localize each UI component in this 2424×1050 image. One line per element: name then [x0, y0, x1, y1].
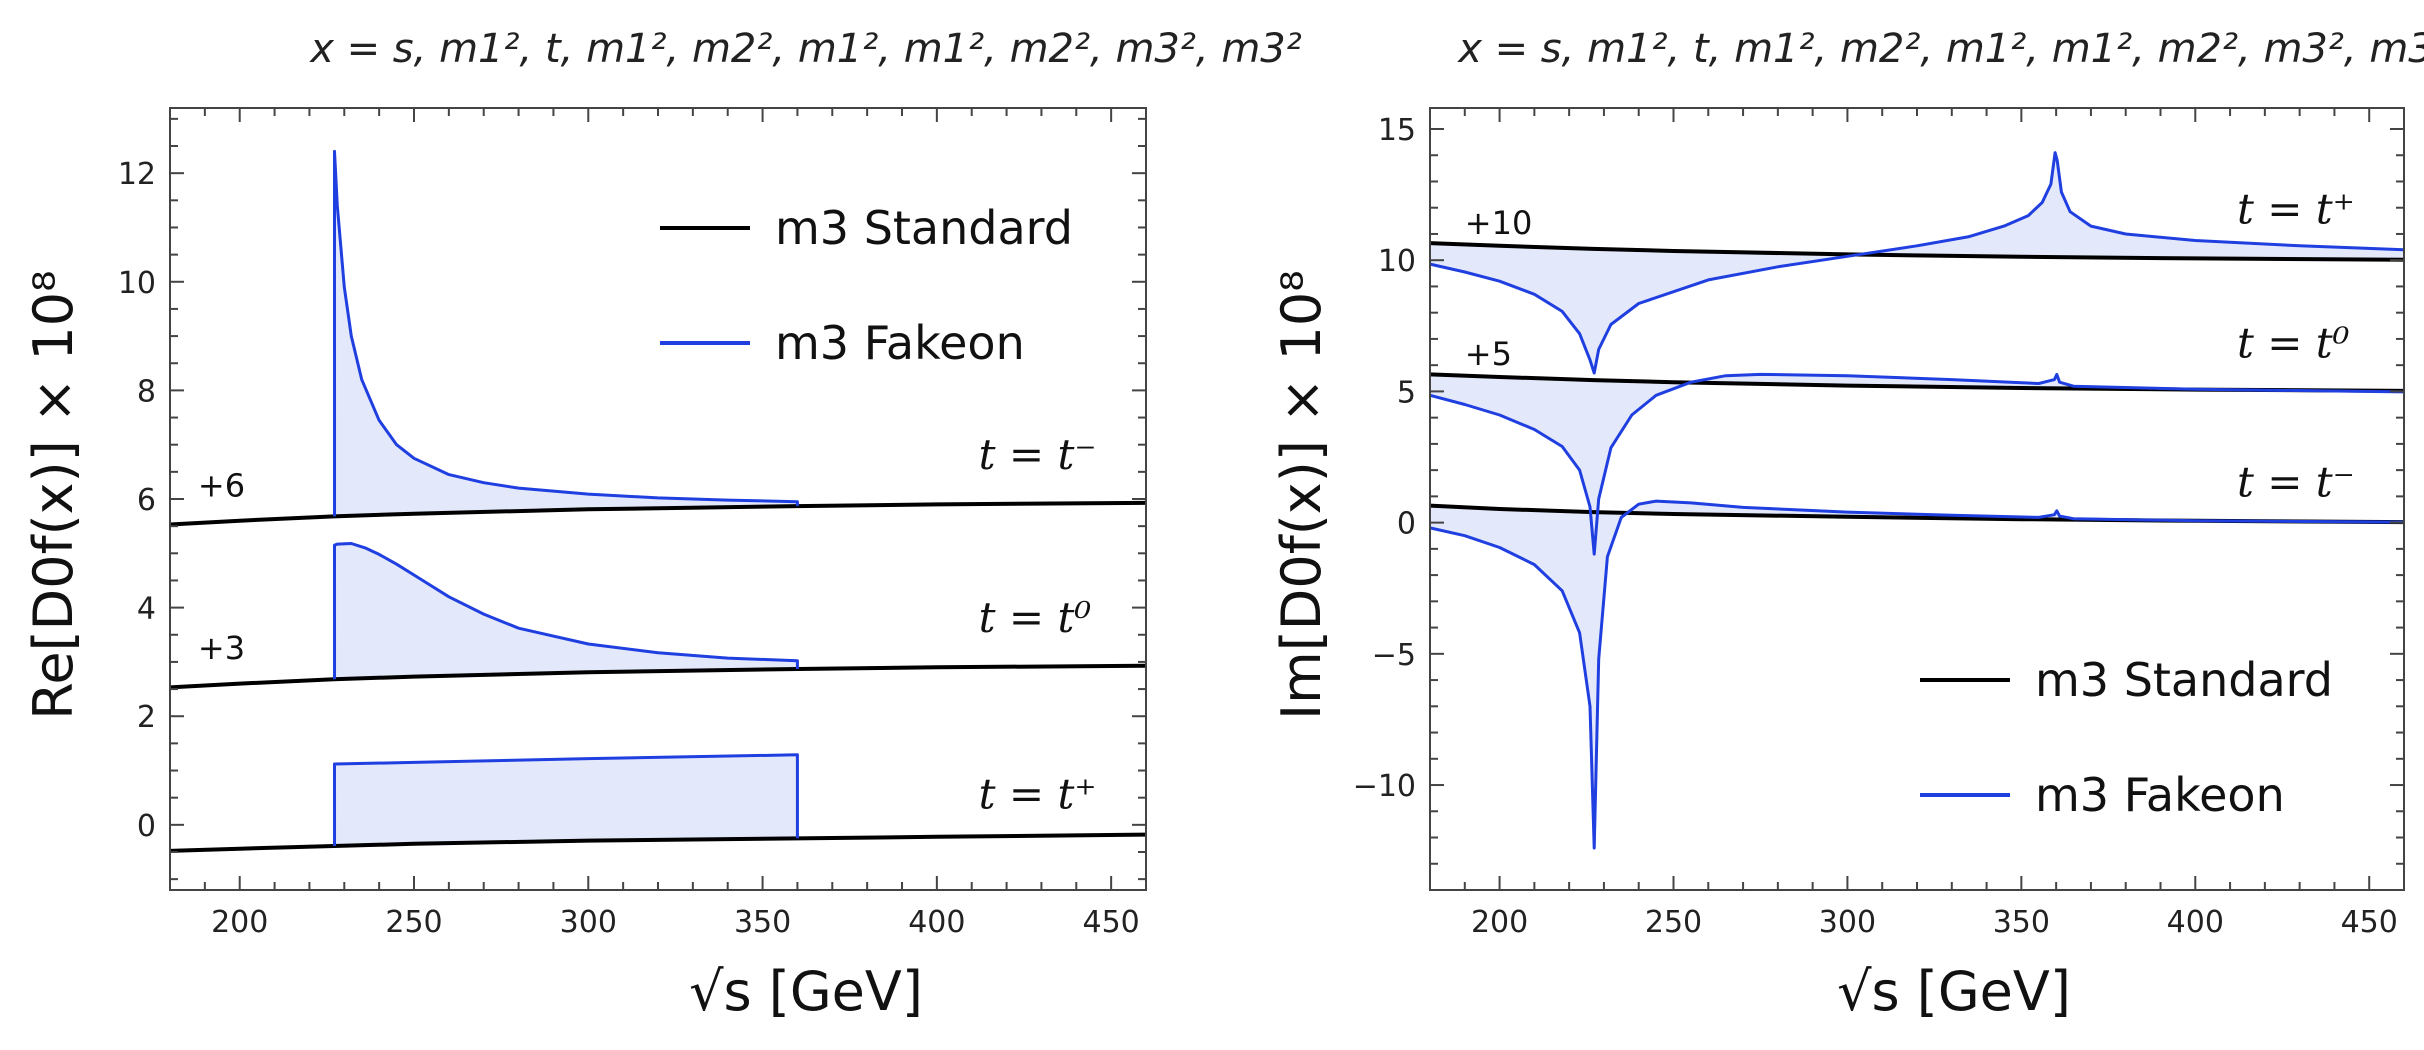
re-series-m3-fakeon-t-t	[333, 753, 799, 846]
re-y-tick-label: 12	[118, 157, 156, 192]
re-curve-label: t = t⁻	[979, 430, 1097, 479]
im-offset-label: +5	[1465, 335, 1512, 373]
im-y-tick-label: 5	[1397, 375, 1416, 410]
im-y-tick-label: 10	[1378, 244, 1416, 279]
re-legend-label: m3 Standard	[775, 201, 1073, 255]
im-fill-m3-fakeon-t-t	[1430, 501, 2404, 849]
re-y-tick-label: 8	[137, 374, 156, 409]
re-y-tick-label: 0	[137, 809, 156, 844]
im-series-m3-fakeon-t-t-5	[1429, 372, 2405, 556]
im-x-axis-label: √s [GeV]	[1837, 960, 2071, 1023]
re-series-m3-standard-t-t	[169, 832, 1147, 853]
re-x-tick-label: 350	[734, 905, 791, 940]
im-y-axis-label: Im[D0f(x)] × 10⁸	[1270, 270, 1333, 720]
re-offset-label: +6	[198, 466, 245, 504]
im-curve-label: t = t⁺	[2237, 184, 2355, 233]
re-y-tick-label: 2	[137, 700, 156, 735]
re-x-tick-label: 450	[1083, 905, 1140, 940]
im-y-tick-label: 15	[1378, 113, 1416, 148]
re-series-m3-standard-t-t-3	[169, 663, 1147, 690]
im-fill-m3-fakeon-t-t-10	[1430, 152, 2404, 374]
im-legend-label: m3 Fakeon	[2035, 768, 2285, 822]
re-y-tick-label: 4	[137, 592, 156, 627]
im-x-tick-label: 400	[2167, 905, 2224, 940]
re-x-axis-label: √s [GeV]	[689, 960, 923, 1023]
re-series-m3-fakeon-t-t-6	[333, 149, 799, 517]
im-y-tick-label: −10	[1353, 769, 1416, 804]
im-x-tick-label: 250	[1645, 905, 1702, 940]
im-x-tick-label: 350	[1993, 905, 2050, 940]
im-series-m3-fakeon-t-t	[1429, 499, 2405, 850]
re-fill-m3-fakeon-t-t-3	[334, 543, 798, 680]
re-x-tick-label: 200	[211, 905, 268, 940]
re-series-m3-standard-t-t-6	[169, 500, 1147, 527]
im-curve-label: t = t⁻	[2237, 457, 2355, 506]
re-plot-area: 200 250 300 350 400 450 0 2 4 6 8 10 12 t = t⁻ t = t⁰ t…	[118, 107, 1147, 940]
re-y-axis-label: Re[D0f(x)] × 10⁸	[22, 270, 85, 719]
re-curve-label: t = t⁰	[979, 593, 1092, 642]
im-y-tick-label: −5	[1372, 638, 1416, 673]
im-legend-label: m3 Standard	[2035, 653, 2333, 707]
im-y-tick-label: 0	[1397, 507, 1416, 542]
re-legend-label: m3 Fakeon	[775, 316, 1025, 370]
re-x-tick-label: 300	[560, 905, 617, 940]
re-series-m3-fakeon-t-t-3	[333, 542, 799, 680]
re-offset-label: +3	[198, 629, 245, 667]
re-fill-m3-fakeon-t-t-6	[334, 151, 798, 517]
re-y-tick-label: 10	[118, 266, 156, 301]
im-x-tick-label: 450	[2341, 905, 2398, 940]
re-fill-m3-fakeon-t-t	[334, 754, 798, 846]
re-panel-title: x = s, m1², t, m1², m2², m1², m1², m2², …	[308, 26, 1302, 72]
im-series-m3-fakeon-t-t-10	[1429, 151, 2405, 375]
im-fill-m3-fakeon-t-t-5	[1430, 374, 2404, 555]
im-offset-label: +10	[1465, 204, 1533, 242]
re-y-tick-label: 6	[137, 483, 156, 518]
im-panel-title: x = s, m1², t, m1², m2², m1², m1², m2², …	[1456, 26, 2424, 72]
im-x-tick-label: 300	[1819, 905, 1876, 940]
im-curve-label: t = t⁰	[2237, 318, 2350, 367]
im-x-tick-label: 200	[1471, 905, 1528, 940]
re-curve-label: t = t⁺	[979, 770, 1097, 819]
re-x-tick-label: 250	[385, 905, 442, 940]
im-panel: x = s, m1², t, m1², m2², m1², m1², m2², …	[1270, 26, 2424, 1023]
im-plot-area: 200 250 300 350 400 450 −10 −5 0 5 10 15 t = t⁺ t = t…	[1353, 107, 2405, 940]
im-series-m3-standard-t-t-10	[1429, 241, 2405, 262]
re-panel: x = s, m1², t, m1², m2², m1², m1², m2², …	[22, 26, 1302, 1023]
re-x-tick-label: 400	[908, 905, 965, 940]
